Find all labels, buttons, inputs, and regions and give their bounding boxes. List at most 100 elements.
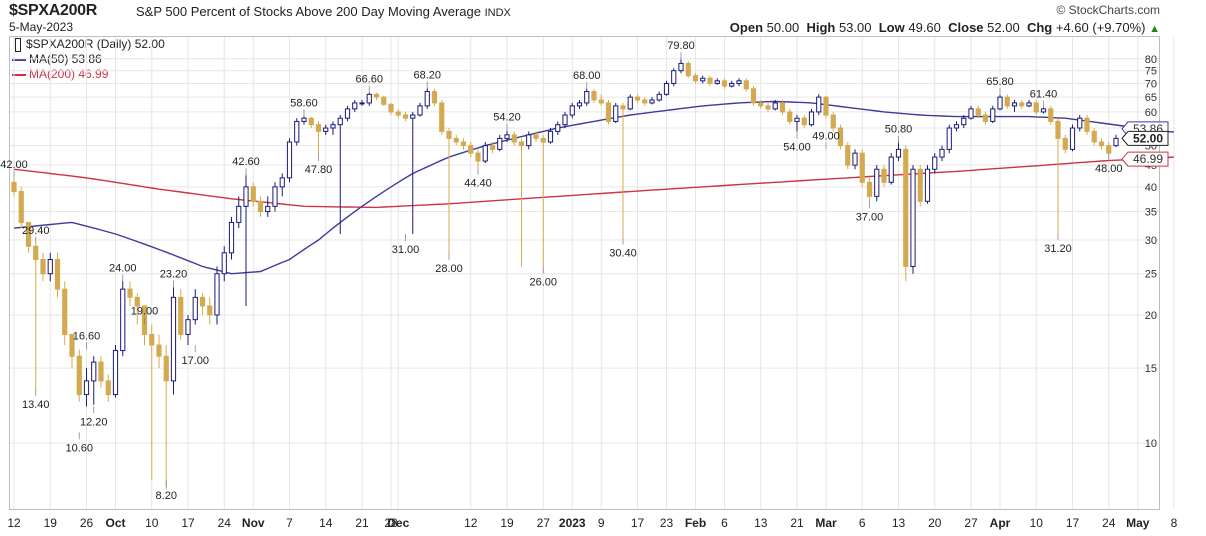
candle-body xyxy=(192,296,198,321)
y-tick-label: 30 xyxy=(1145,235,1157,247)
candle-body xyxy=(685,62,691,77)
annotation-label: 42.60 xyxy=(232,156,260,168)
chart-header: $SPXA200R S&P 500 Percent of Stocks Abov… xyxy=(0,0,1206,38)
candle-body xyxy=(932,156,938,170)
annotation-label: 44.40 xyxy=(464,178,492,190)
candle-body xyxy=(692,75,699,82)
candle-body xyxy=(1004,96,1010,107)
candle-body xyxy=(533,134,539,139)
candle-body xyxy=(982,114,989,122)
x-tick-label: Oct xyxy=(105,516,125,530)
x-tick-label: 21 xyxy=(790,516,804,530)
candle-body xyxy=(497,137,503,150)
candle-body xyxy=(576,102,583,107)
candle-body xyxy=(504,134,510,139)
candle-body xyxy=(199,296,206,307)
candle-body xyxy=(1106,145,1112,154)
candle-body xyxy=(613,105,619,122)
candle-body xyxy=(671,70,677,84)
candle-body xyxy=(605,102,612,122)
candle-body xyxy=(265,205,271,213)
candle-body xyxy=(1026,102,1032,107)
x-tick-label: 6 xyxy=(721,516,728,530)
candle-body xyxy=(845,145,851,166)
candle-body xyxy=(69,333,75,357)
x-tick-label: 10 xyxy=(145,516,159,530)
annotation-label: 65.80 xyxy=(986,76,1014,88)
candle-body xyxy=(410,114,416,119)
candle-body xyxy=(953,124,960,129)
legend-price-text: $SPXA200R (Daily) 52.00 xyxy=(26,37,165,51)
chart-date: 5-May-2023 xyxy=(9,20,74,34)
candle-body xyxy=(98,361,104,382)
candle-body xyxy=(1055,120,1061,139)
candle-body xyxy=(794,117,800,122)
candle-body xyxy=(47,259,53,275)
candle-body xyxy=(207,305,213,316)
candle-body xyxy=(547,130,554,143)
x-tick-label: 17 xyxy=(631,516,645,530)
candle-body xyxy=(482,145,488,162)
candle-body xyxy=(330,124,336,129)
candle-body xyxy=(453,137,459,143)
candle-body xyxy=(939,148,945,158)
y-tick-label: 60 xyxy=(1145,107,1157,119)
x-tick-label: Apr xyxy=(990,516,1011,530)
candle-body xyxy=(431,91,438,104)
candle-body xyxy=(990,108,996,122)
annotation-label: 58.60 xyxy=(290,97,318,109)
candle-body xyxy=(33,245,39,261)
x-tick-label: 9 xyxy=(598,516,605,530)
x-tick-label: 19 xyxy=(500,516,514,530)
close-label: Close xyxy=(948,20,984,35)
candle-body xyxy=(221,252,227,275)
x-tick-label: Nov xyxy=(242,516,265,530)
ma50-swatch-icon xyxy=(12,58,26,61)
candle-body xyxy=(185,319,191,335)
candle-body xyxy=(852,152,858,166)
stockcharts-brand[interactable]: © StockCharts.com xyxy=(1056,3,1160,17)
candle-body xyxy=(700,77,706,82)
candle-body xyxy=(62,288,68,335)
ma50-line xyxy=(13,100,1175,275)
x-tick-label: 24 xyxy=(1102,516,1116,530)
annotation-label: 28.00 xyxy=(435,263,463,275)
x-tick-label: 17 xyxy=(181,516,195,530)
chg-label: Chg xyxy=(1026,20,1053,35)
candle-body xyxy=(808,111,815,126)
candle-body xyxy=(105,380,111,396)
candle-body xyxy=(1011,102,1018,107)
candle-body xyxy=(127,288,133,298)
grid xyxy=(10,37,1175,509)
high-label: High xyxy=(806,20,836,35)
exchange-text: INDX xyxy=(484,7,511,19)
close-value: 52.00 xyxy=(987,20,1020,35)
x-tick-label: 6 xyxy=(859,516,866,530)
candle-body xyxy=(11,181,17,193)
x-tick-label: 28 xyxy=(384,516,398,530)
candle-body xyxy=(511,134,517,143)
annotation-label: 42.00 xyxy=(0,159,28,171)
candle-body xyxy=(243,186,249,207)
candle-body xyxy=(634,96,641,101)
candle-body xyxy=(388,103,394,113)
candle-body xyxy=(656,93,662,101)
candle-body xyxy=(359,102,365,105)
annotation-label: 16.60 xyxy=(73,330,101,342)
x-tick-label: Feb xyxy=(685,516,706,530)
candle-body xyxy=(562,114,568,126)
x-tick-label: 24 xyxy=(218,516,232,530)
low-value: 49.60 xyxy=(908,20,941,35)
annotation-label: 10.60 xyxy=(65,442,93,454)
candle-body xyxy=(228,221,235,254)
annotation-label: 54.20 xyxy=(493,112,521,124)
candle-body xyxy=(620,105,626,110)
candle-body xyxy=(149,333,155,346)
y-tick-label: 70 xyxy=(1145,78,1157,90)
annotation-label: 49.00 xyxy=(812,130,840,142)
candle-body xyxy=(468,145,474,154)
candle-body xyxy=(489,145,496,150)
